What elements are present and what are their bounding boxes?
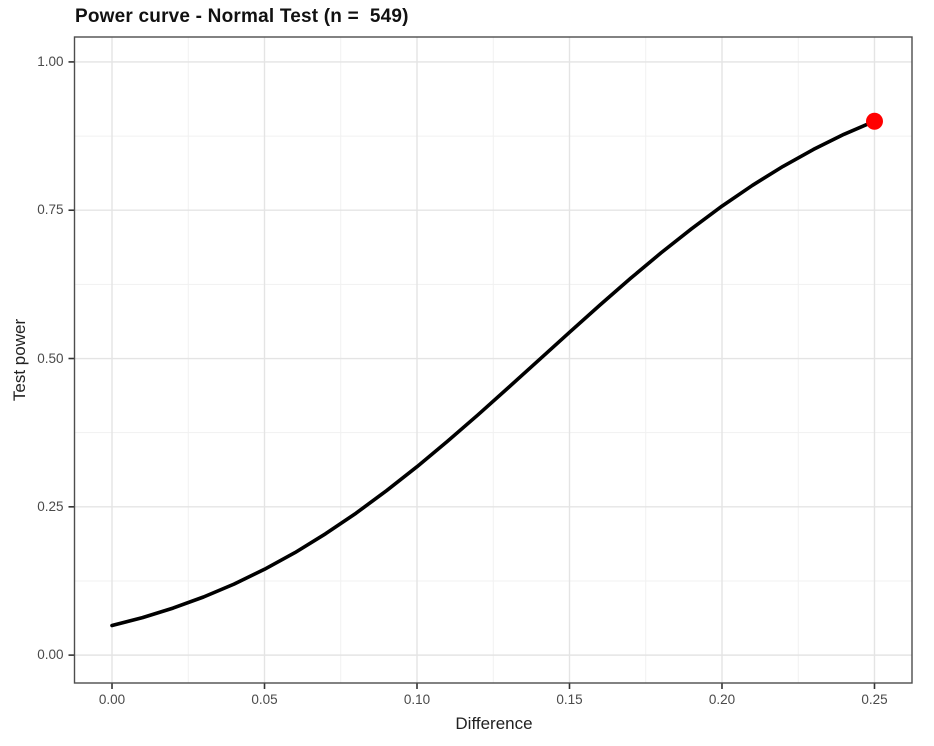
x-tick-label: 0.05 xyxy=(251,692,278,707)
x-tick-label: 0.10 xyxy=(403,692,431,707)
endpoint-marker xyxy=(865,112,883,130)
chart-title: Power curve - Normal Test (n = 549) xyxy=(75,6,409,27)
x-axis-title: Difference xyxy=(455,714,533,733)
y-tick-label: 0.00 xyxy=(37,647,64,663)
y-tick-label: 0.75 xyxy=(37,202,64,218)
x-tick-label: 0.00 xyxy=(98,692,126,707)
y-tick-label: 0.25 xyxy=(37,498,64,514)
x-tick-label: 0.25 xyxy=(861,692,888,707)
y-tick-label: 1.00 xyxy=(37,53,64,69)
x-tick-label: 0.15 xyxy=(556,692,583,707)
panel-border xyxy=(73,36,913,684)
power-curve-line xyxy=(110,119,877,628)
x-tick-label: 0.20 xyxy=(708,692,736,707)
y-tick-label: 0.50 xyxy=(37,350,64,366)
y-axis-title: Test power xyxy=(10,318,29,402)
